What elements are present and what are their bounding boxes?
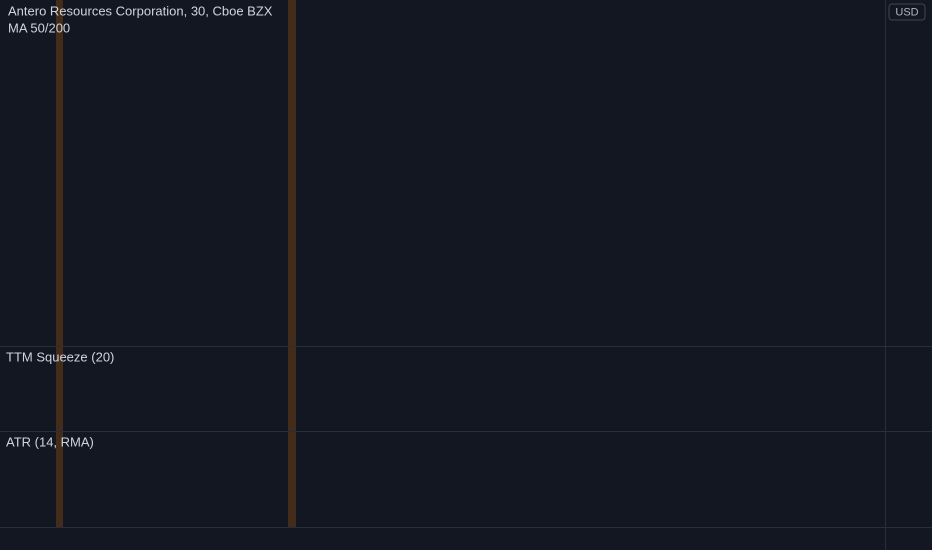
session-band [56, 0, 63, 527]
indicator-title: ATR (14, RMA) [6, 434, 94, 449]
currency[interactable]: USD [895, 6, 918, 18]
chart-title: Antero Resources Corporation, 30, Cboe B… [8, 3, 273, 18]
session-band [288, 0, 296, 527]
chart-subtitle: MA 50/200 [8, 20, 70, 35]
currency-box[interactable] [888, 3, 926, 21]
indicator-title: TTM Squeeze (20) [6, 349, 114, 364]
